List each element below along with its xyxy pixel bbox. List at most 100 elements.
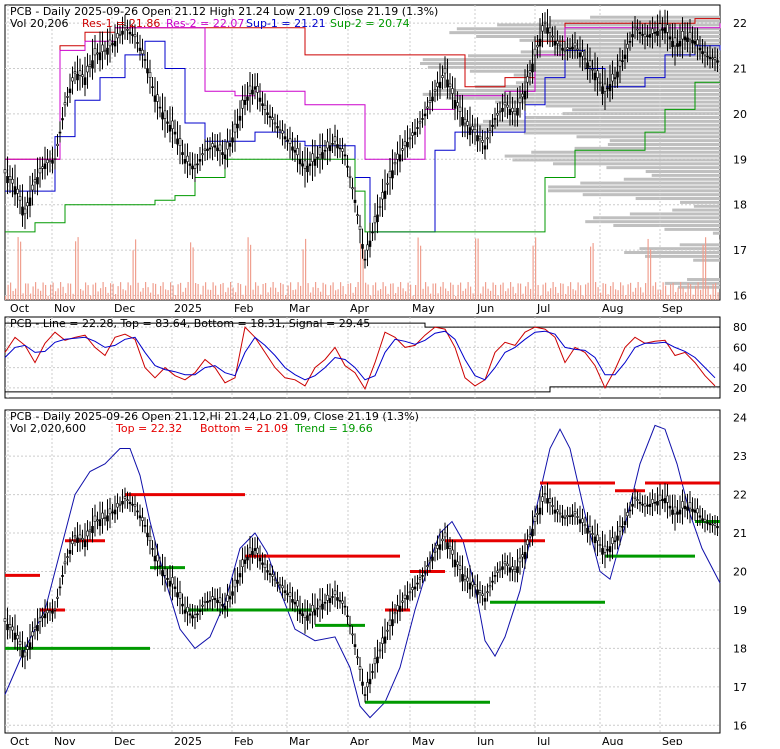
- volume-profile-bar: [525, 116, 720, 119]
- price-candle-body: [342, 149, 344, 152]
- price2-candle-body: [314, 610, 316, 615]
- price2-candle-body: [267, 571, 269, 573]
- price2-candle-body: [44, 614, 46, 618]
- price2-candle-body: [389, 620, 391, 625]
- price2-candle-body: [512, 567, 514, 570]
- price-candle-body: [164, 111, 166, 119]
- price2-candle-body: [479, 590, 481, 592]
- price-candle-body: [367, 245, 369, 250]
- price-candle-body: [524, 91, 526, 99]
- price-candle-body: [424, 114, 426, 116]
- x-tick-label: Oct: [10, 302, 30, 315]
- price-candle-body: [494, 118, 496, 119]
- price-candle-body: [232, 138, 234, 142]
- price2-candle-body: [674, 507, 676, 514]
- volume-bar: [45, 285, 46, 300]
- price-candle-body: [634, 26, 636, 28]
- price2-candle-body: [9, 625, 11, 628]
- volume-bar: [483, 287, 484, 300]
- volume-profile-bar: [577, 135, 720, 138]
- price2-candle-body: [554, 510, 556, 513]
- volume-bar: [255, 282, 256, 300]
- price2-candle-body: [299, 610, 301, 614]
- price2-candle-body: [47, 610, 49, 612]
- volume-bar: [175, 295, 176, 300]
- y-tick-label: 40: [733, 362, 747, 375]
- volume-bar: [305, 239, 306, 300]
- price-candle-body: [324, 150, 326, 151]
- price-candle-body: [614, 78, 616, 79]
- volume-bar: [433, 284, 434, 300]
- price-candle-body: [682, 31, 684, 39]
- price-candle-body: [662, 29, 664, 31]
- price2-candle-body: [517, 567, 519, 573]
- price-candle-body: [44, 164, 46, 169]
- price-candle-body: [472, 126, 474, 130]
- price-candle-body: [712, 58, 714, 59]
- price-candle-body: [289, 139, 291, 144]
- price-candle-body: [199, 159, 201, 161]
- price2-candle-body: [687, 507, 689, 510]
- price2-candle-body: [654, 502, 656, 503]
- price2-candle-body: [49, 611, 51, 612]
- volume-bar: [625, 295, 626, 300]
- price-candle-body: [202, 154, 204, 155]
- price-candle-body: [467, 122, 469, 126]
- price-candle-body: [302, 164, 304, 166]
- volume-bar: [8, 285, 9, 300]
- price-candle-body: [117, 34, 119, 38]
- price-candle-body: [714, 58, 716, 60]
- price-candle-body: [209, 148, 211, 149]
- price-candle-body: [9, 177, 11, 180]
- price2-candle-body: [357, 657, 359, 658]
- volume-bar: [618, 290, 619, 300]
- price-candle-body: [679, 41, 681, 46]
- volume-bar: [275, 288, 276, 300]
- volume-bar: [553, 282, 554, 300]
- volume-bar: [218, 295, 219, 300]
- price-candle-body: [612, 74, 614, 81]
- price2-candle-body: [34, 627, 36, 629]
- volume-bar: [258, 286, 259, 300]
- price2-candle-body: [197, 614, 199, 615]
- price2-candle-body: [374, 658, 376, 663]
- price-candle-body: [297, 148, 299, 154]
- price2-candle-body: [17, 635, 19, 639]
- price-candle-body: [344, 155, 346, 156]
- res1-label: Res-1 = 21.86: [82, 17, 160, 30]
- price-candle-body: [94, 48, 96, 54]
- price-candle-body: [432, 97, 434, 101]
- volume-bar: [13, 291, 14, 300]
- price2-candle-body: [437, 545, 439, 548]
- price2-candle-body: [244, 560, 246, 564]
- volume-bar: [480, 294, 481, 300]
- price-candle-body: [59, 132, 61, 133]
- price2-candle-body: [312, 605, 314, 612]
- price-candle-body: [564, 50, 566, 51]
- price2-candle-body: [617, 536, 619, 540]
- price2-candle-body: [359, 667, 361, 670]
- sup2-label: Sup-2 = 20.74: [330, 17, 410, 30]
- price-candle-body: [227, 142, 229, 149]
- volume-profile-bar: [646, 170, 720, 173]
- price2-candle-body: [292, 599, 294, 602]
- price-candle-body: [142, 50, 144, 54]
- price-candle-body: [602, 87, 604, 94]
- price-candle-body: [194, 165, 196, 168]
- volume-bar: [5, 296, 6, 300]
- volume-bar: [373, 285, 374, 300]
- price-candle-body: [697, 40, 699, 45]
- price-candle-body: [349, 176, 351, 177]
- volume-bar: [68, 283, 69, 300]
- volume-bar: [408, 283, 409, 300]
- volume-bar: [680, 282, 681, 300]
- price2-candle-body: [339, 600, 341, 601]
- volume-bar: [28, 284, 29, 300]
- price2-candle-body: [659, 495, 661, 500]
- price2-candle-body: [219, 598, 221, 602]
- price-candle-body: [317, 157, 319, 158]
- price-candle-body: [509, 109, 511, 114]
- volume-bar: [648, 239, 649, 300]
- price-candle-body: [377, 215, 379, 222]
- volume-profile-bar: [463, 124, 720, 127]
